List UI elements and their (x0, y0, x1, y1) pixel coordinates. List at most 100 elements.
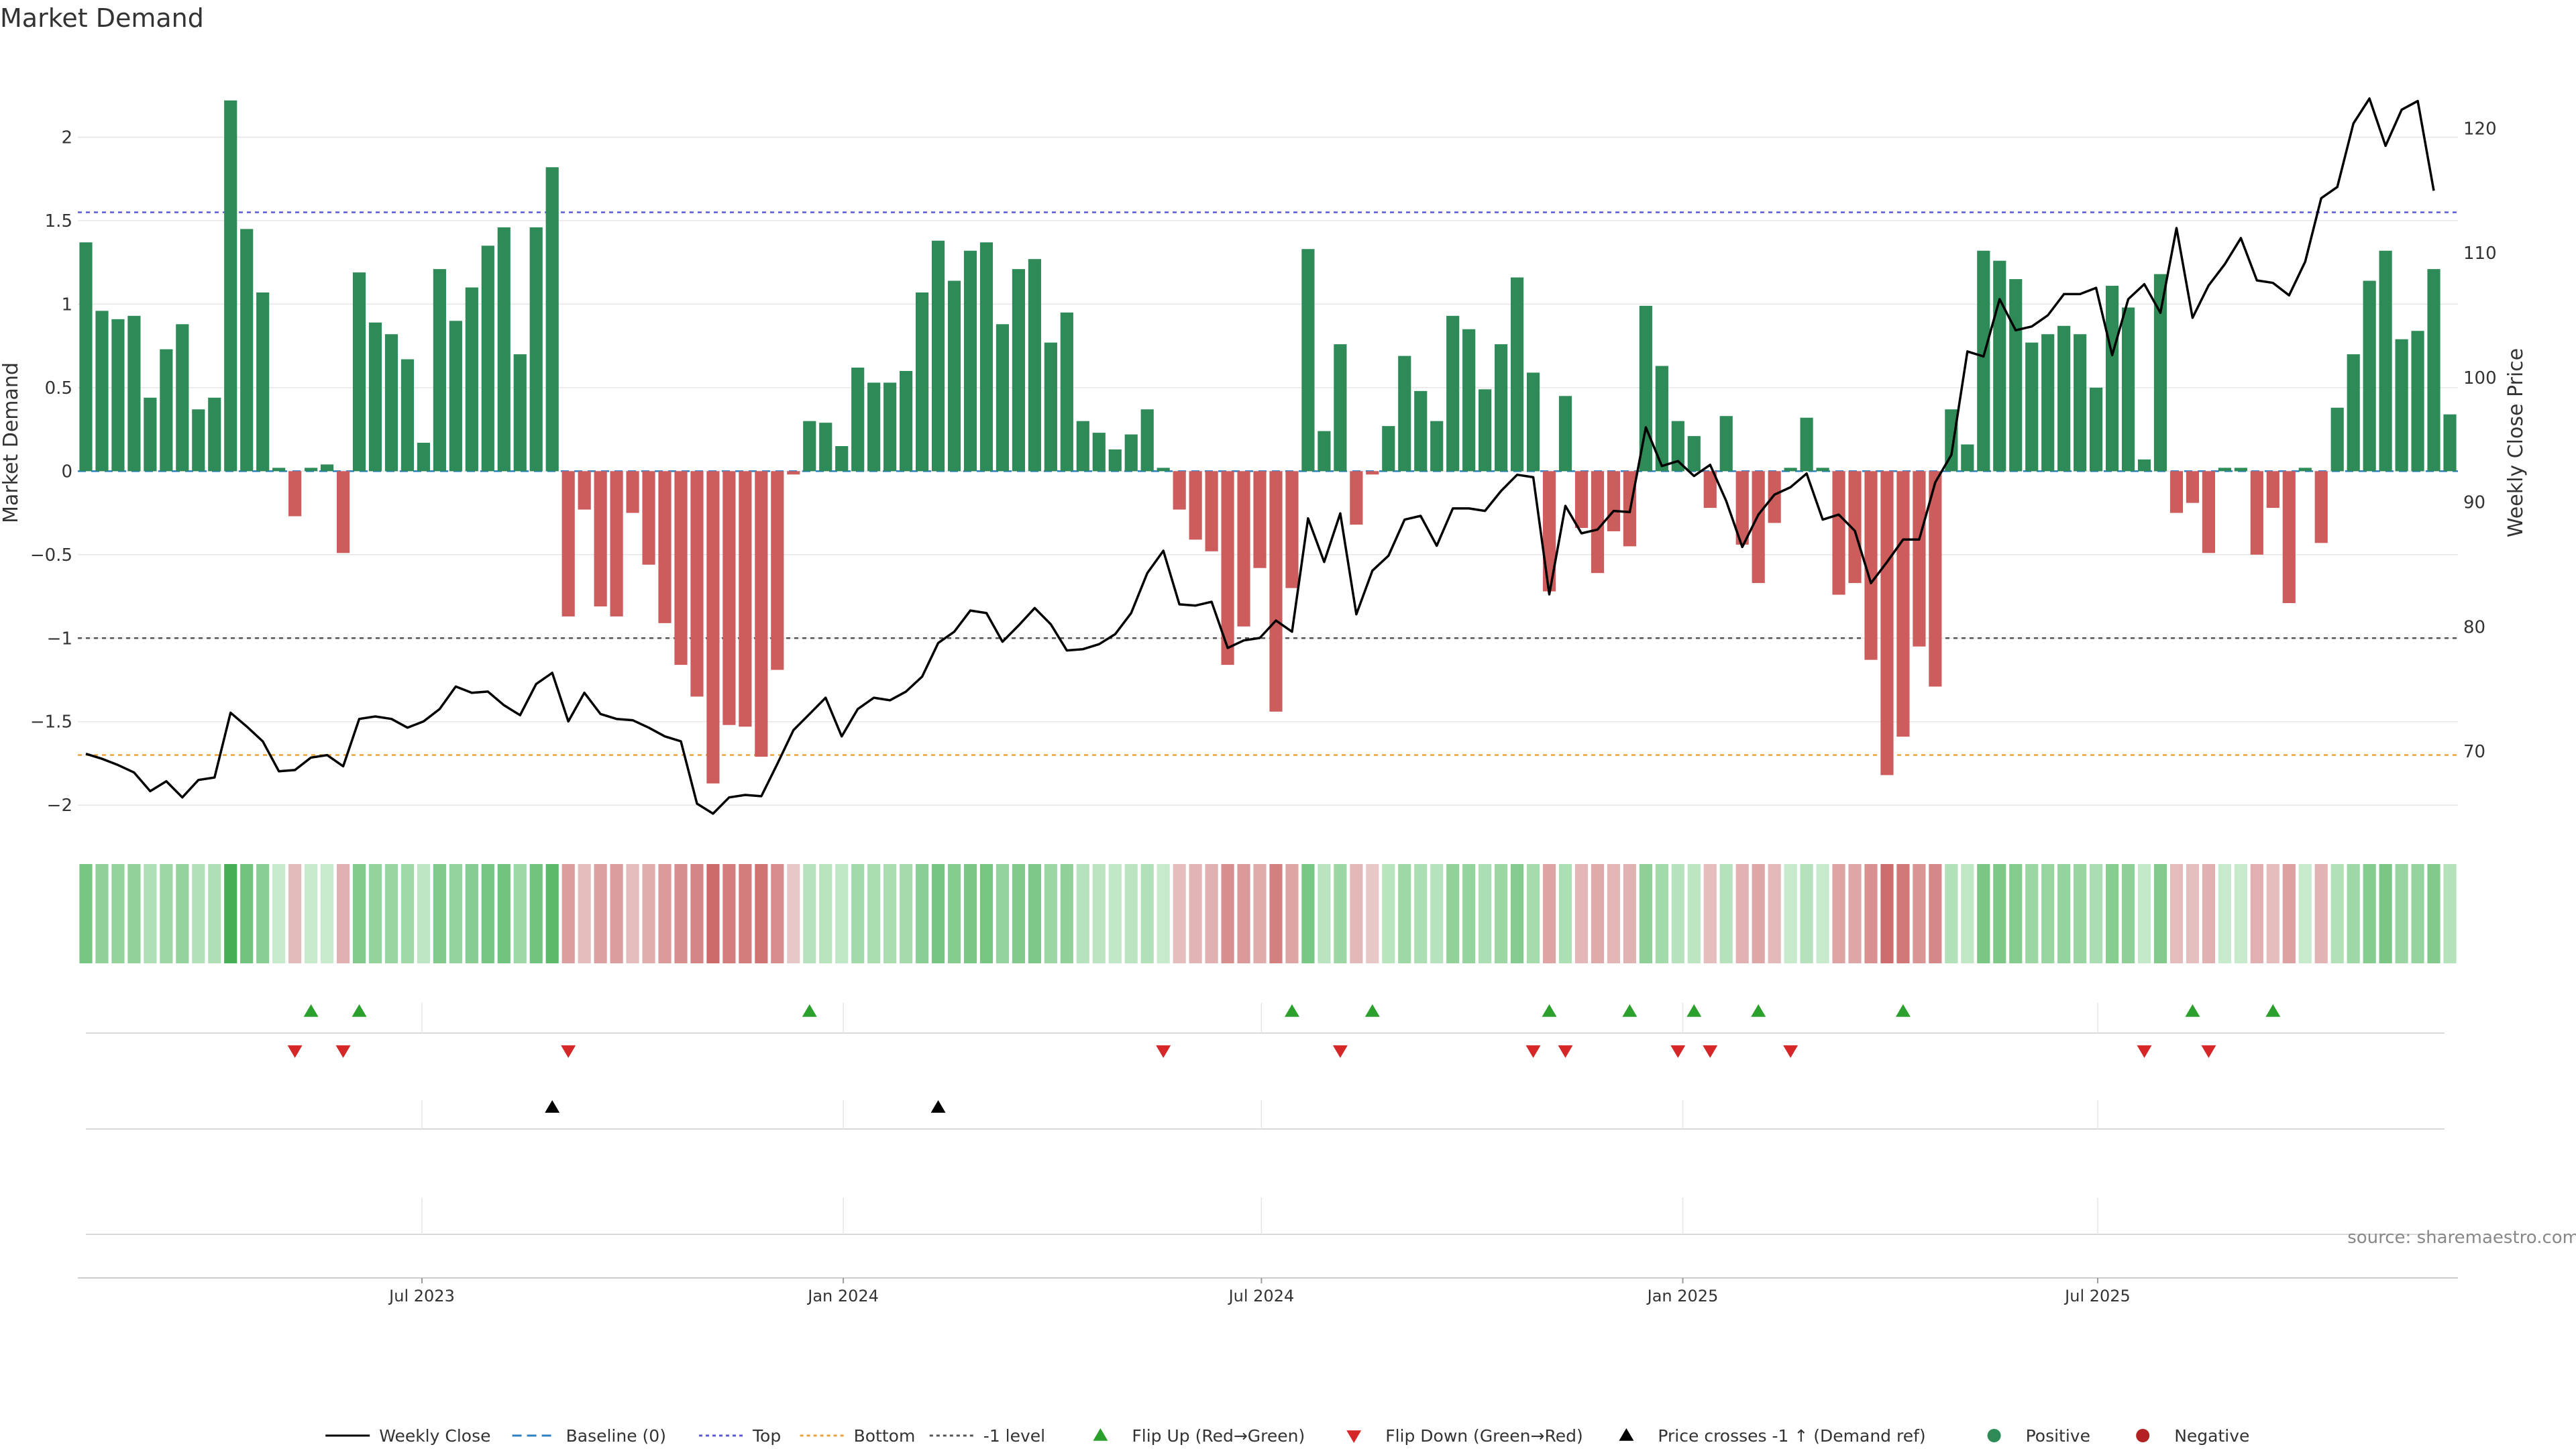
demand-bar (2411, 331, 2424, 472)
strip-cell (2041, 864, 2055, 963)
right-tick-label: 100 (2463, 368, 2497, 388)
x-tick-label: Jul 2024 (1228, 1287, 1295, 1305)
strip-cell (931, 864, 945, 963)
demand-bar (1285, 471, 1299, 588)
strip-cell (1382, 864, 1395, 963)
demand-bar (384, 334, 398, 472)
strip-cell (497, 864, 511, 963)
legend-label: Price crosses -1 ↑ (Demand ref) (1658, 1426, 1925, 1446)
demand-bar (497, 227, 511, 472)
strip-cell (561, 864, 575, 963)
demand-bar (2395, 339, 2408, 472)
strip-cell (1639, 864, 1652, 963)
strip-cell (2218, 864, 2231, 963)
demand-bar (545, 167, 559, 472)
strip-cell (79, 864, 93, 963)
signal-panels (86, 1003, 2445, 1235)
demand-bar (2330, 407, 2344, 472)
strip-cell (883, 864, 897, 963)
demand-bar (95, 311, 109, 472)
demand-bar (2009, 279, 2023, 472)
strip-cell (1205, 864, 1218, 963)
demand-bar (111, 319, 125, 472)
strip-cell (1253, 864, 1267, 963)
demand-bar (1800, 417, 1813, 472)
demand-bar (851, 368, 865, 472)
strip-cell (545, 864, 559, 963)
demand-bar (900, 370, 913, 472)
strip-cell (2298, 864, 2312, 963)
strip-cell (1735, 864, 1749, 963)
legend-symbol (1619, 1428, 1634, 1441)
strip-cell (1671, 864, 1684, 963)
demand-bar (2266, 471, 2279, 508)
strip-cell (1221, 864, 1234, 963)
flip-down-marker (1332, 1045, 1348, 1058)
demand-bar (1880, 471, 1894, 775)
demand-bar (803, 421, 816, 472)
strip-cell (1542, 864, 1556, 963)
legend-item: Baseline (0) (512, 1426, 666, 1446)
demand-bars (79, 100, 2457, 784)
strip-cell (449, 864, 462, 963)
demand-bar (1655, 366, 1668, 472)
strip-cell (1044, 864, 1057, 963)
strip-cell (95, 864, 109, 963)
strip-cell (1945, 864, 1958, 963)
strip-cell (127, 864, 141, 963)
strip-cell (1848, 864, 1862, 963)
demand-bar (481, 246, 494, 472)
weekly-close-line (85, 97, 2435, 815)
strip-cell (755, 864, 768, 963)
strip-cell (1414, 864, 1428, 963)
legend-symbol (1093, 1428, 1108, 1441)
demand-bar (1237, 471, 1250, 627)
strip-cell (1510, 864, 1524, 963)
strip-cell (336, 864, 350, 963)
demand-heat-strip (79, 864, 2457, 963)
flip-down-marker (335, 1045, 351, 1058)
demand-bar (1735, 471, 1749, 545)
demand-bar (1108, 449, 1122, 472)
demand-bar (1092, 433, 1106, 472)
demand-bar (1076, 421, 1089, 472)
strip-cell (851, 864, 865, 963)
demand-bar (674, 471, 688, 665)
demand-bar (1366, 471, 1379, 475)
demand-bar (1269, 471, 1283, 712)
strip-cell (1108, 864, 1122, 963)
demand-bar (1140, 409, 1154, 472)
legend-item: Bottom (800, 1426, 915, 1446)
strip-cell (1832, 864, 1845, 963)
demand-bar (690, 471, 704, 697)
strip-cell (915, 864, 929, 963)
strip-cell (368, 864, 382, 963)
strip-cell (1880, 864, 1894, 963)
legend-label: Flip Up (Red→Green) (1132, 1426, 1305, 1446)
legend-item: Price crosses -1 ↑ (Demand ref) (1619, 1426, 1926, 1446)
demand-bar (1591, 471, 1605, 574)
strip-cell (1977, 864, 1990, 963)
strip-cell (787, 864, 800, 963)
strip-cell (900, 864, 913, 963)
strip-cell (481, 864, 494, 963)
strip-cell (1703, 864, 1717, 963)
demand-bar (1929, 471, 1942, 687)
demand-bar (433, 269, 446, 472)
demand-bar (1864, 471, 1878, 660)
strip-cell (1398, 864, 1411, 963)
demand-bar (835, 446, 849, 472)
strip-cell (1173, 864, 1186, 963)
demand-bar (1687, 436, 1701, 472)
strip-cell (1124, 864, 1138, 963)
strip-cell (1993, 864, 2006, 963)
strip-cell (1896, 864, 1910, 963)
demand-bar (2379, 250, 2392, 472)
flip-down-marker (1670, 1045, 1686, 1058)
demand-bar (2169, 471, 2184, 513)
demand-bar (127, 315, 141, 472)
strip-cell (1318, 864, 1331, 963)
demand-bar (1526, 372, 1540, 472)
flip-down-marker (1783, 1045, 1799, 1058)
strip-cell (2411, 864, 2424, 963)
